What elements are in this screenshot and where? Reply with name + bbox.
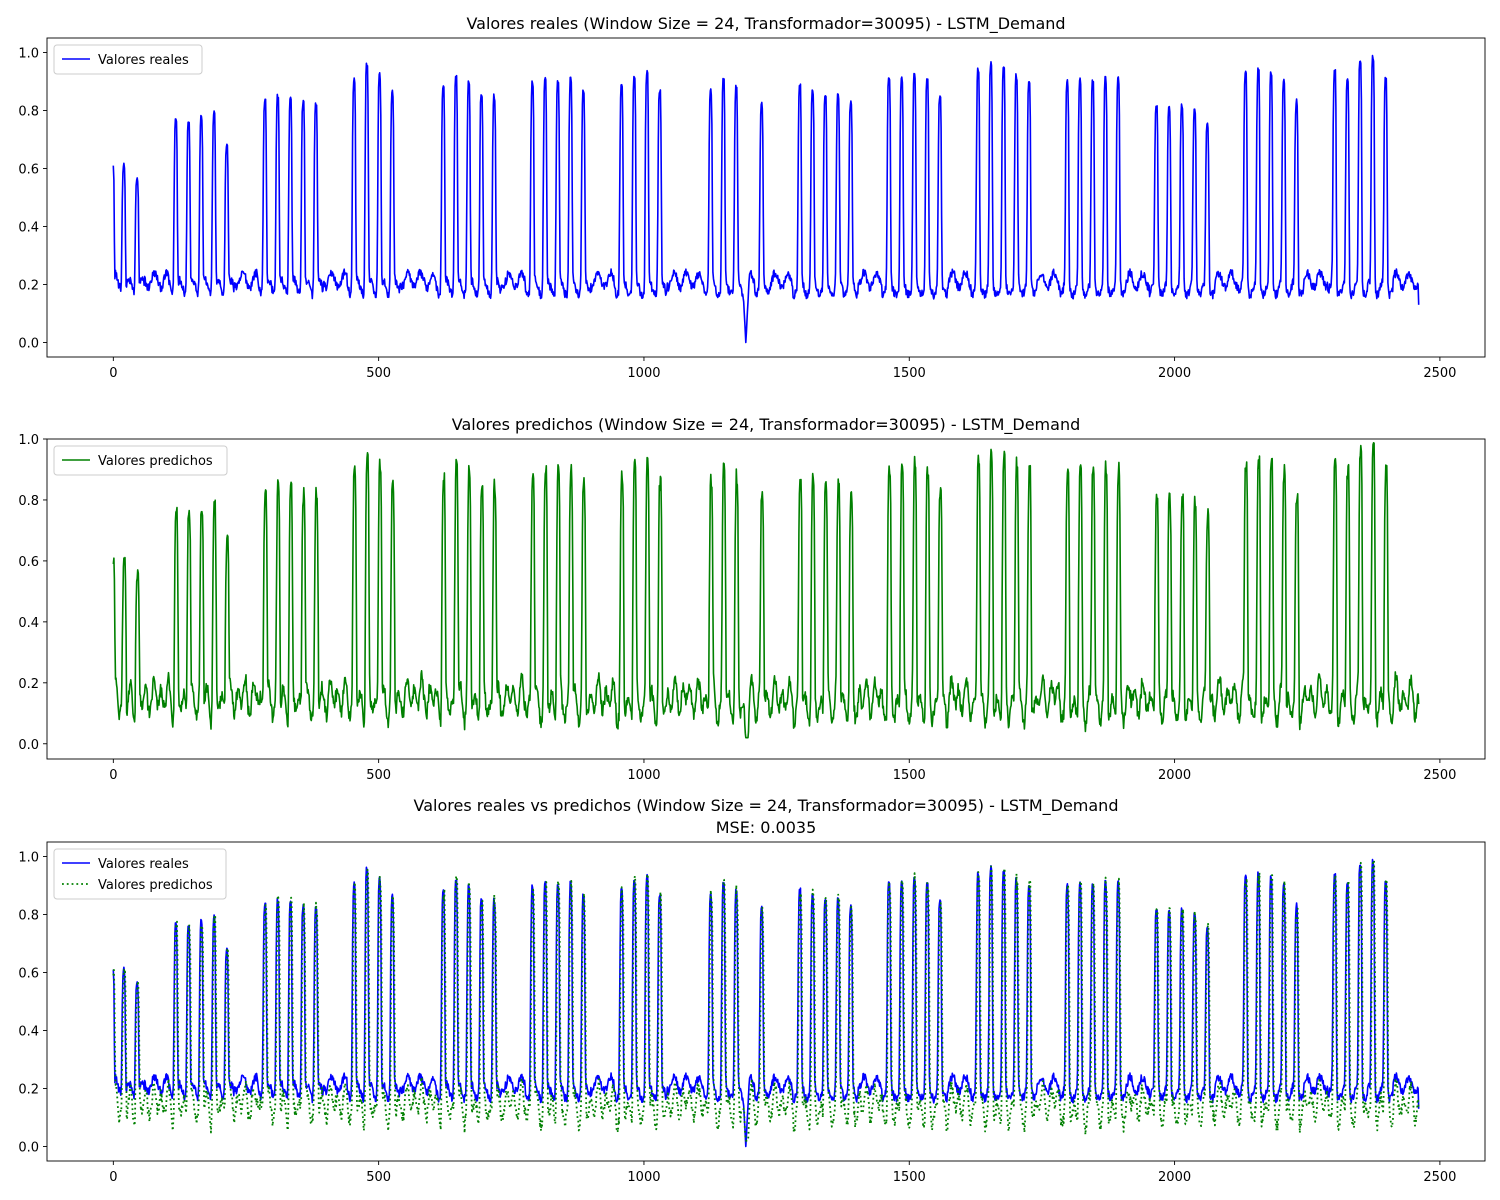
series-line-real [112,858,1420,1148]
x-tick-label: 500 [366,768,391,783]
x-tick-label: 0 [109,768,117,783]
legend: Valores reales [53,44,203,75]
series-layer [112,858,1420,1148]
y-tick-label: 0.2 [18,677,39,692]
legend-label-real: Valores reales [98,857,189,872]
x-tick-label: 2500 [1423,366,1456,381]
y-tick-label: 1.0 [18,433,39,448]
legend-label-real: Valores reales [98,53,189,68]
y-tick-label: 0.0 [18,738,39,753]
legend-box [53,445,228,476]
axis-ticks: 0 500 1000 1500 2000 2500 0.0 0.2 0.4 0.6 0.8 1.0 [18,851,1456,1186]
x-tick-label: 1500 [893,768,926,783]
y-tick-label: 0.8 [18,494,39,509]
series-line-pred [112,442,1420,739]
y-tick-label: 1.0 [18,47,39,62]
x-tick-label: 500 [366,366,391,381]
legend: Valores predichos [53,445,228,476]
x-tick-label: 1000 [627,768,660,783]
y-tick-label: 0.8 [18,105,39,120]
subplot-mse-label: MSE: 0.0035 [716,818,817,837]
subplot-title: Valores reales (Window Size = 24, Transf… [466,14,1065,34]
subplot-title: Valores predichos (Window Size = 24, Tra… [452,415,1080,435]
axes-frame [46,841,1486,1162]
x-tick-label: 500 [366,1170,391,1185]
subplot-predicted: Valores predichos (Window Size = 24, Tra… [18,415,1486,783]
axes-frame [46,37,1486,358]
series-line-real [112,54,1420,344]
series-line-pred [112,859,1420,1142]
series-layer [112,442,1420,739]
series-layer [112,54,1420,344]
x-tick-label: 2000 [1158,366,1191,381]
subplot-title: Valores reales vs predichos (Window Size… [414,796,1119,816]
y-tick-label: 0.8 [18,909,39,924]
axis-ticks: 0 500 1000 1500 2000 2500 0.0 0.2 0.4 0.6 0.8 1.0 [18,433,1456,783]
subplot-comparison: Valores reales vs predichos (Window Size… [18,796,1486,1186]
x-tick-label: 1500 [893,1170,926,1185]
legend-label-pred: Valores predichos [98,878,213,893]
y-tick-label: 0.4 [18,616,39,631]
legend-box [53,848,227,900]
y-tick-label: 0.0 [18,337,39,352]
y-tick-label: 0.0 [18,1141,39,1156]
y-tick-label: 0.2 [18,1083,39,1098]
axes-frame [46,438,1486,760]
y-tick-label: 0.4 [18,221,39,236]
x-tick-label: 2500 [1423,1170,1456,1185]
y-tick-label: 0.2 [18,279,39,294]
x-tick-label: 1000 [627,366,660,381]
subplot-real: Valores reales (Window Size = 24, Transf… [18,14,1486,382]
y-tick-label: 0.6 [18,163,39,178]
y-tick-label: 1.0 [18,851,39,866]
x-tick-label: 2500 [1423,768,1456,783]
y-tick-label: 0.6 [18,555,39,570]
x-tick-label: 1500 [893,366,926,381]
legend-box [53,44,203,75]
legend-label-pred: Valores predichos [98,454,213,469]
y-tick-label: 0.6 [18,967,39,982]
x-tick-label: 2000 [1158,768,1191,783]
x-tick-label: 0 [109,1170,117,1185]
x-tick-label: 2000 [1158,1170,1191,1185]
x-tick-label: 1000 [627,1170,660,1185]
x-tick-label: 0 [109,366,117,381]
y-tick-label: 0.4 [18,1025,39,1040]
axis-ticks: 0 500 1000 1500 2000 2500 0.0 0.2 0.4 0.6 0.8 1.0 [18,47,1456,382]
legend: Valores reales Valores predichos [53,848,227,900]
